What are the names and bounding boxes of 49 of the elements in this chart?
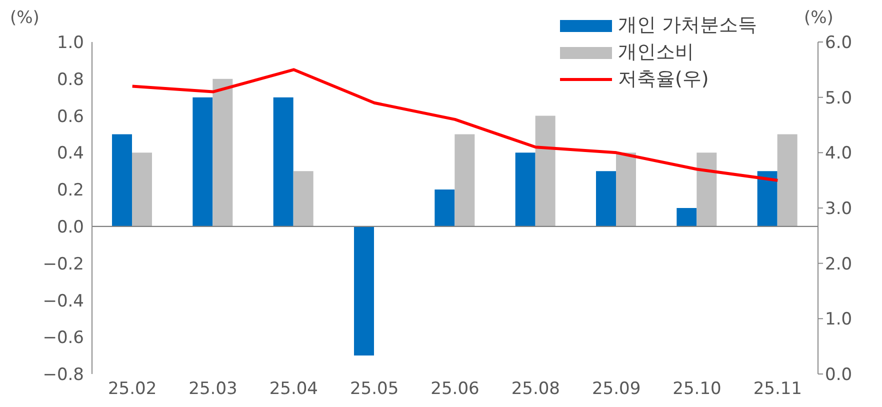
y2-tick-label: 2.0 [825,254,852,274]
bar [273,97,294,226]
y-tick-label: 0.4 [56,144,84,164]
y2-tick-label: 6.0 [825,33,852,54]
bar [676,208,697,226]
y-tick-label: 0.0 [56,217,84,238]
y-tick-label: −0.8 [42,365,84,386]
bar [454,134,475,226]
y-axis-title: (%) [10,8,40,28]
bar [132,152,152,226]
x-tick-label: 25.02 [108,379,157,400]
x-tick-label: 25.05 [350,379,399,400]
bar [696,152,717,226]
y2-tick-label: 4.0 [825,144,852,164]
y2-tick-label: 1.0 [825,310,852,330]
bar [535,116,556,226]
bar [354,226,374,356]
bar [192,97,213,226]
bar [616,152,636,226]
y-tick-label: −0.6 [42,328,84,348]
y2-tick-label: 3.0 [825,199,852,220]
line-series [130,68,780,182]
legend-label: 개인 가처분소득 [618,13,758,38]
y-tick-label: 0.8 [56,70,84,90]
legend-label: 저축율(우) [618,67,709,92]
x-tick-label: 25.04 [269,379,318,400]
y-tick-label: −0.4 [42,291,84,312]
y2-axis-title: (%) [804,8,834,28]
y-tick-label: 0.2 [56,180,84,201]
y-tick-label: 1.0 [56,33,84,54]
bar [434,190,455,226]
bar [757,171,778,226]
x-tick-label: 25.10 [672,379,722,400]
y-tick-label: 0.6 [56,106,84,127]
y2-tick-label: 0.0 [825,365,852,386]
y-tick-label: −0.2 [42,254,84,274]
x-tick-label: 25.11 [753,379,802,400]
legend-label: 개인소비 [618,40,694,65]
x-tick-label: 25.03 [188,379,238,400]
bar [212,78,233,226]
bar [293,171,314,226]
bar [515,152,536,226]
x-tick-label: 25.09 [592,379,641,400]
bar [596,171,616,226]
y2-tick-label: 5.0 [825,88,852,108]
bar [112,134,132,226]
x-tick-label: 25.06 [430,379,480,400]
bar [777,134,798,226]
x-tick-label: 25.08 [511,379,560,400]
